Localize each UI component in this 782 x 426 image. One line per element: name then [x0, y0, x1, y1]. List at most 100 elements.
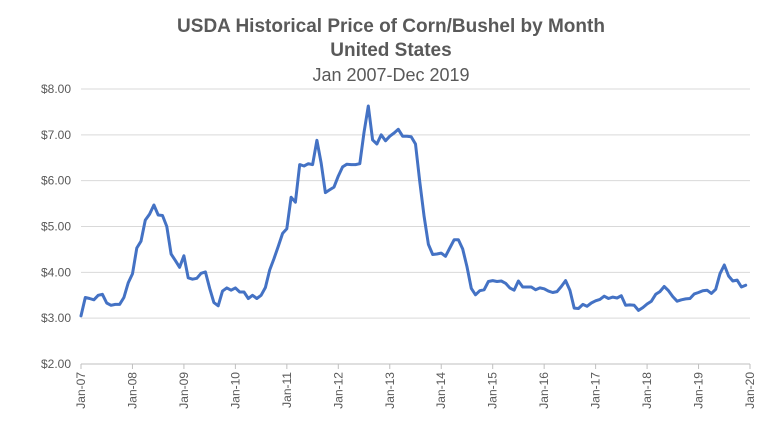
x-tick-label: Jan-17 [589, 372, 603, 409]
data-point [234, 287, 236, 289]
data-point [663, 285, 665, 288]
data-point [196, 277, 198, 279]
x-tick-label: Jan-13 [383, 372, 397, 409]
data-point [153, 204, 155, 206]
data-point [384, 140, 387, 142]
data-point [732, 280, 734, 282]
data-point [256, 297, 258, 300]
data-point [547, 290, 550, 292]
data-point [427, 243, 429, 245]
data-point [655, 293, 657, 295]
data-point [380, 134, 382, 136]
data-point [140, 240, 142, 242]
x-tick-label: Jan-18 [640, 372, 654, 409]
data-point [144, 219, 146, 221]
data-point [359, 163, 361, 165]
data-point [230, 289, 232, 291]
data-point [685, 298, 687, 300]
data-point [505, 282, 507, 284]
data-point [372, 139, 374, 141]
x-tick-label: Jan-20 [743, 372, 757, 409]
data-point [599, 298, 601, 300]
data-point [269, 269, 271, 271]
data-point [736, 279, 738, 281]
data-point [612, 296, 614, 298]
data-point [183, 255, 185, 257]
data-point [607, 297, 610, 300]
data-point [444, 255, 447, 257]
data-point [166, 225, 168, 228]
data-point [633, 304, 635, 306]
data-point [539, 287, 541, 289]
chart-subtitle-region: United States [330, 40, 451, 61]
x-tick-label: Jan-19 [692, 372, 706, 409]
data-point [149, 213, 151, 215]
data-point [423, 215, 425, 217]
data-point [97, 294, 99, 296]
data-point [556, 291, 558, 293]
data-point [543, 288, 545, 290]
data-point [294, 201, 296, 203]
axes: $2.00 $3.00 $4.00 $5.00 $6.00 $7.00 $8.00 Jan-0… [41, 82, 757, 409]
data-point [659, 291, 661, 293]
data-point [569, 289, 571, 291]
data-point [483, 289, 485, 291]
data-point [119, 303, 121, 305]
y-tick-label: $7.00 [41, 128, 71, 142]
data-point [239, 291, 241, 293]
data-point [693, 293, 695, 295]
data-point [312, 164, 314, 166]
data-point [290, 196, 292, 198]
data-point [517, 280, 520, 282]
data-point [672, 296, 674, 298]
data-point [676, 300, 678, 302]
x-tick-label: Jan-11 [280, 372, 294, 408]
data-point [161, 214, 164, 217]
data-point [221, 290, 224, 292]
data-point [710, 292, 713, 294]
data-point [320, 162, 322, 164]
data-point [552, 291, 554, 294]
data-point [697, 291, 700, 294]
data-point [719, 273, 721, 275]
data-point [496, 280, 498, 283]
data-point [509, 287, 511, 289]
data-point [406, 135, 408, 137]
data-point [350, 164, 352, 166]
data-point [474, 294, 477, 296]
data-point [354, 164, 357, 166]
y-tick-label: $2.00 [41, 357, 71, 371]
data-point [217, 305, 219, 307]
series-layer: Price of Corn/Bushel [79, 104, 748, 318]
data-point [110, 304, 112, 306]
data-point [251, 294, 254, 296]
data-point [642, 307, 644, 309]
data-point [702, 290, 704, 292]
data-point [419, 181, 421, 183]
data-point [333, 186, 335, 188]
data-point [667, 290, 670, 292]
data-point [286, 228, 288, 230]
data-point [513, 289, 515, 291]
data-point [526, 286, 528, 288]
data-point [191, 278, 194, 280]
data-point [363, 131, 365, 134]
data-point [616, 297, 618, 299]
data-point [376, 143, 378, 145]
data-point [337, 175, 339, 177]
data-point [410, 136, 412, 138]
data-point [487, 280, 489, 283]
data-point [573, 307, 575, 309]
data-point [745, 284, 747, 286]
x-tick-label: Jan-12 [331, 372, 345, 409]
data-point [226, 287, 228, 289]
data-point [530, 286, 532, 288]
y-tick-label: $8.00 [41, 82, 71, 96]
data-point [299, 164, 301, 166]
x-tick-label: Jan-15 [486, 372, 500, 409]
data-point [307, 163, 309, 165]
data-point [204, 271, 206, 273]
data-point [457, 239, 459, 241]
data-point [243, 291, 245, 293]
